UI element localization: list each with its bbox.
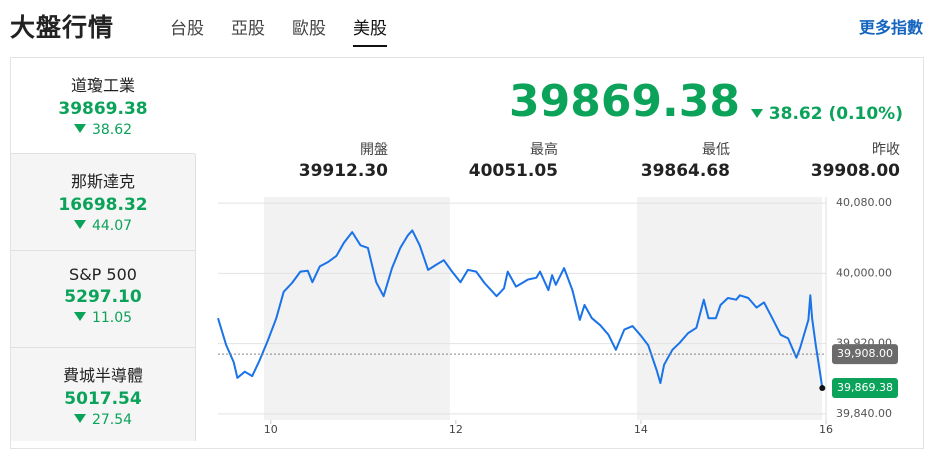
stat-value: 39908.00 <box>810 161 900 181</box>
index-item[interactable]: 那斯達克 16698.32 44.07 <box>11 154 196 251</box>
last-dot <box>819 385 826 392</box>
more-link[interactable]: 更多指數 <box>858 18 923 37</box>
price-line <box>217 229 824 389</box>
index-change: 27.54 <box>11 412 195 428</box>
prev-close-box <box>832 344 898 365</box>
index-price: 39869.38 <box>58 99 148 119</box>
tab-active[interactable]: 美股 <box>353 14 387 47</box>
y-tick-label: 40,080.00 <box>836 196 892 209</box>
stat-label: 昨收 <box>872 142 900 158</box>
index-name: 費城半導體 <box>62 366 143 385</box>
index-change: 44.07 <box>11 218 195 234</box>
session-band <box>264 197 450 420</box>
y-tick-label: 39,840.00 <box>836 407 892 420</box>
index-price: 5017.54 <box>64 389 142 409</box>
tab[interactable]: 歐股 <box>292 19 326 39</box>
index-item[interactable]: 道瓊工業 39869.38 38.62 <box>11 58 195 154</box>
stat-value: 39912.30 <box>298 161 388 181</box>
page-title: 大盤行情 <box>10 13 115 42</box>
y-tick-label: 40,000.00 <box>836 266 892 279</box>
x-tick-label: 16 <box>819 423 833 436</box>
quote-change: 38.62 (0.10%) <box>751 104 903 124</box>
quote-price: 39869.38 <box>508 76 740 127</box>
tab[interactable]: 台股 <box>170 19 204 39</box>
last-box <box>832 378 898 399</box>
index-name: 那斯達克 <box>70 172 135 191</box>
index-item[interactable]: S&P 500 5297.10 11.05 <box>11 251 196 348</box>
stat-value: 40051.05 <box>468 161 558 181</box>
x-tick-label: 12 <box>449 423 463 436</box>
tab[interactable]: 亞股 <box>231 19 265 39</box>
index-item[interactable]: 費城半導體 5017.54 27.54 <box>11 348 196 441</box>
stat-value: 39864.68 <box>640 161 730 181</box>
index-name: 道瓊工業 <box>70 76 135 95</box>
index-price: 16698.32 <box>58 195 148 215</box>
stat-label: 開盤 <box>360 142 388 158</box>
index-change: 11.05 <box>11 310 195 326</box>
index-price: 5297.10 <box>64 287 142 307</box>
x-tick-label: 10 <box>264 423 278 436</box>
last-label: 39,869.38 <box>837 381 893 394</box>
stat-label: 最低 <box>702 142 730 158</box>
index-change: 38.62 <box>11 122 195 138</box>
index-name: S&P 500 <box>69 265 137 284</box>
stat-label: 最高 <box>530 142 558 158</box>
prev-close-label: 39,908.00 <box>837 347 893 360</box>
x-tick-label: 14 <box>634 423 648 436</box>
session-band <box>637 197 822 420</box>
